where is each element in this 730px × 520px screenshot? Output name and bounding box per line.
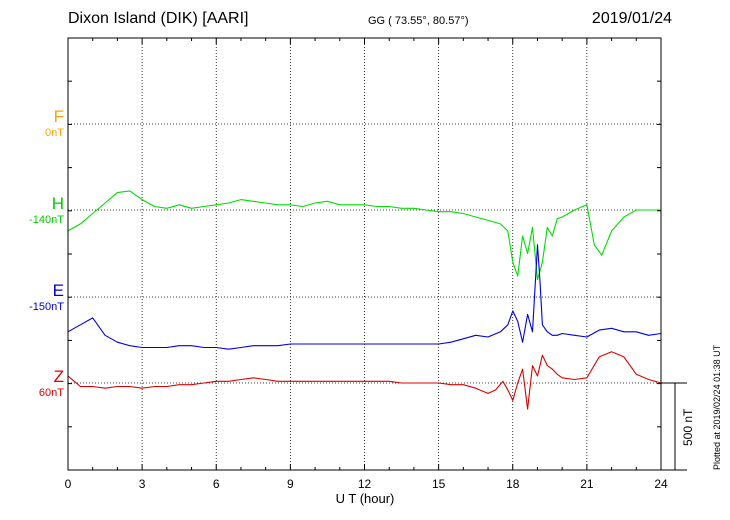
- x-tick-label: 24: [654, 477, 668, 491]
- channel-label-E: E -150nT: [20, 281, 64, 313]
- station-title: Dixon Island (DIK) [AARI]: [68, 10, 249, 27]
- station-coordinates: GG ( 73.55°, 80.57°): [368, 15, 469, 27]
- channel-label-Z: Z 60nT: [20, 367, 64, 399]
- channel-name-F: F: [53, 107, 64, 126]
- x-tick-label: 21: [580, 477, 594, 491]
- channel-offset-H: -140nT: [29, 214, 64, 226]
- channel-label-H: H -140nT: [20, 194, 64, 226]
- series-line-E: [67, 244, 662, 350]
- x-tick-label: 12: [358, 477, 372, 491]
- x-tick-label: 15: [432, 477, 446, 491]
- x-axis-label: U T (hour): [336, 491, 395, 506]
- plot-timestamp-note: Plotted at 2019/02/24 01:38 UT: [712, 344, 722, 470]
- channel-name-H: H: [51, 194, 64, 213]
- x-tick-label: 18: [506, 477, 520, 491]
- series-line-H: [67, 190, 661, 281]
- chart-date: 2019/01/24: [591, 10, 672, 27]
- x-tick-label: 0: [65, 477, 72, 491]
- channel-offset-E: -150nT: [29, 301, 64, 313]
- x-tick-label: 3: [139, 477, 146, 491]
- x-tick-label: 6: [213, 477, 220, 491]
- x-tick-label: 9: [287, 477, 294, 491]
- scale-bar-label: 500 nT: [681, 408, 695, 446]
- channel-name-E: E: [52, 281, 64, 300]
- series-line-Z: [67, 351, 662, 410]
- channel-label-F: F 0nT: [20, 107, 64, 139]
- channel-offset-F: 0nT: [45, 127, 64, 139]
- channel-offset-Z: 60nT: [38, 387, 64, 399]
- channel-name-Z: Z: [53, 367, 64, 386]
